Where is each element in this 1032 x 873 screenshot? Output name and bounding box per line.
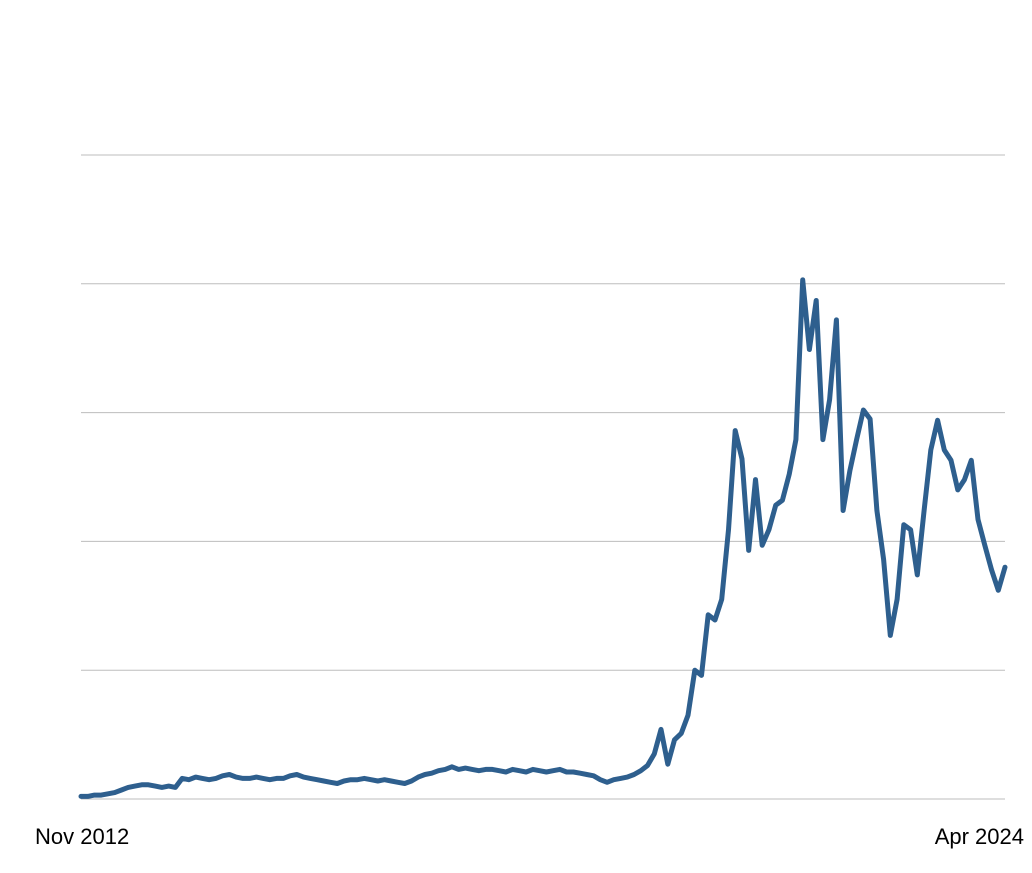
x-tick-label: Apr 2024 [935, 824, 1024, 849]
line [78, 277, 1008, 799]
x-tick-label: Nov 2012 [35, 824, 129, 849]
